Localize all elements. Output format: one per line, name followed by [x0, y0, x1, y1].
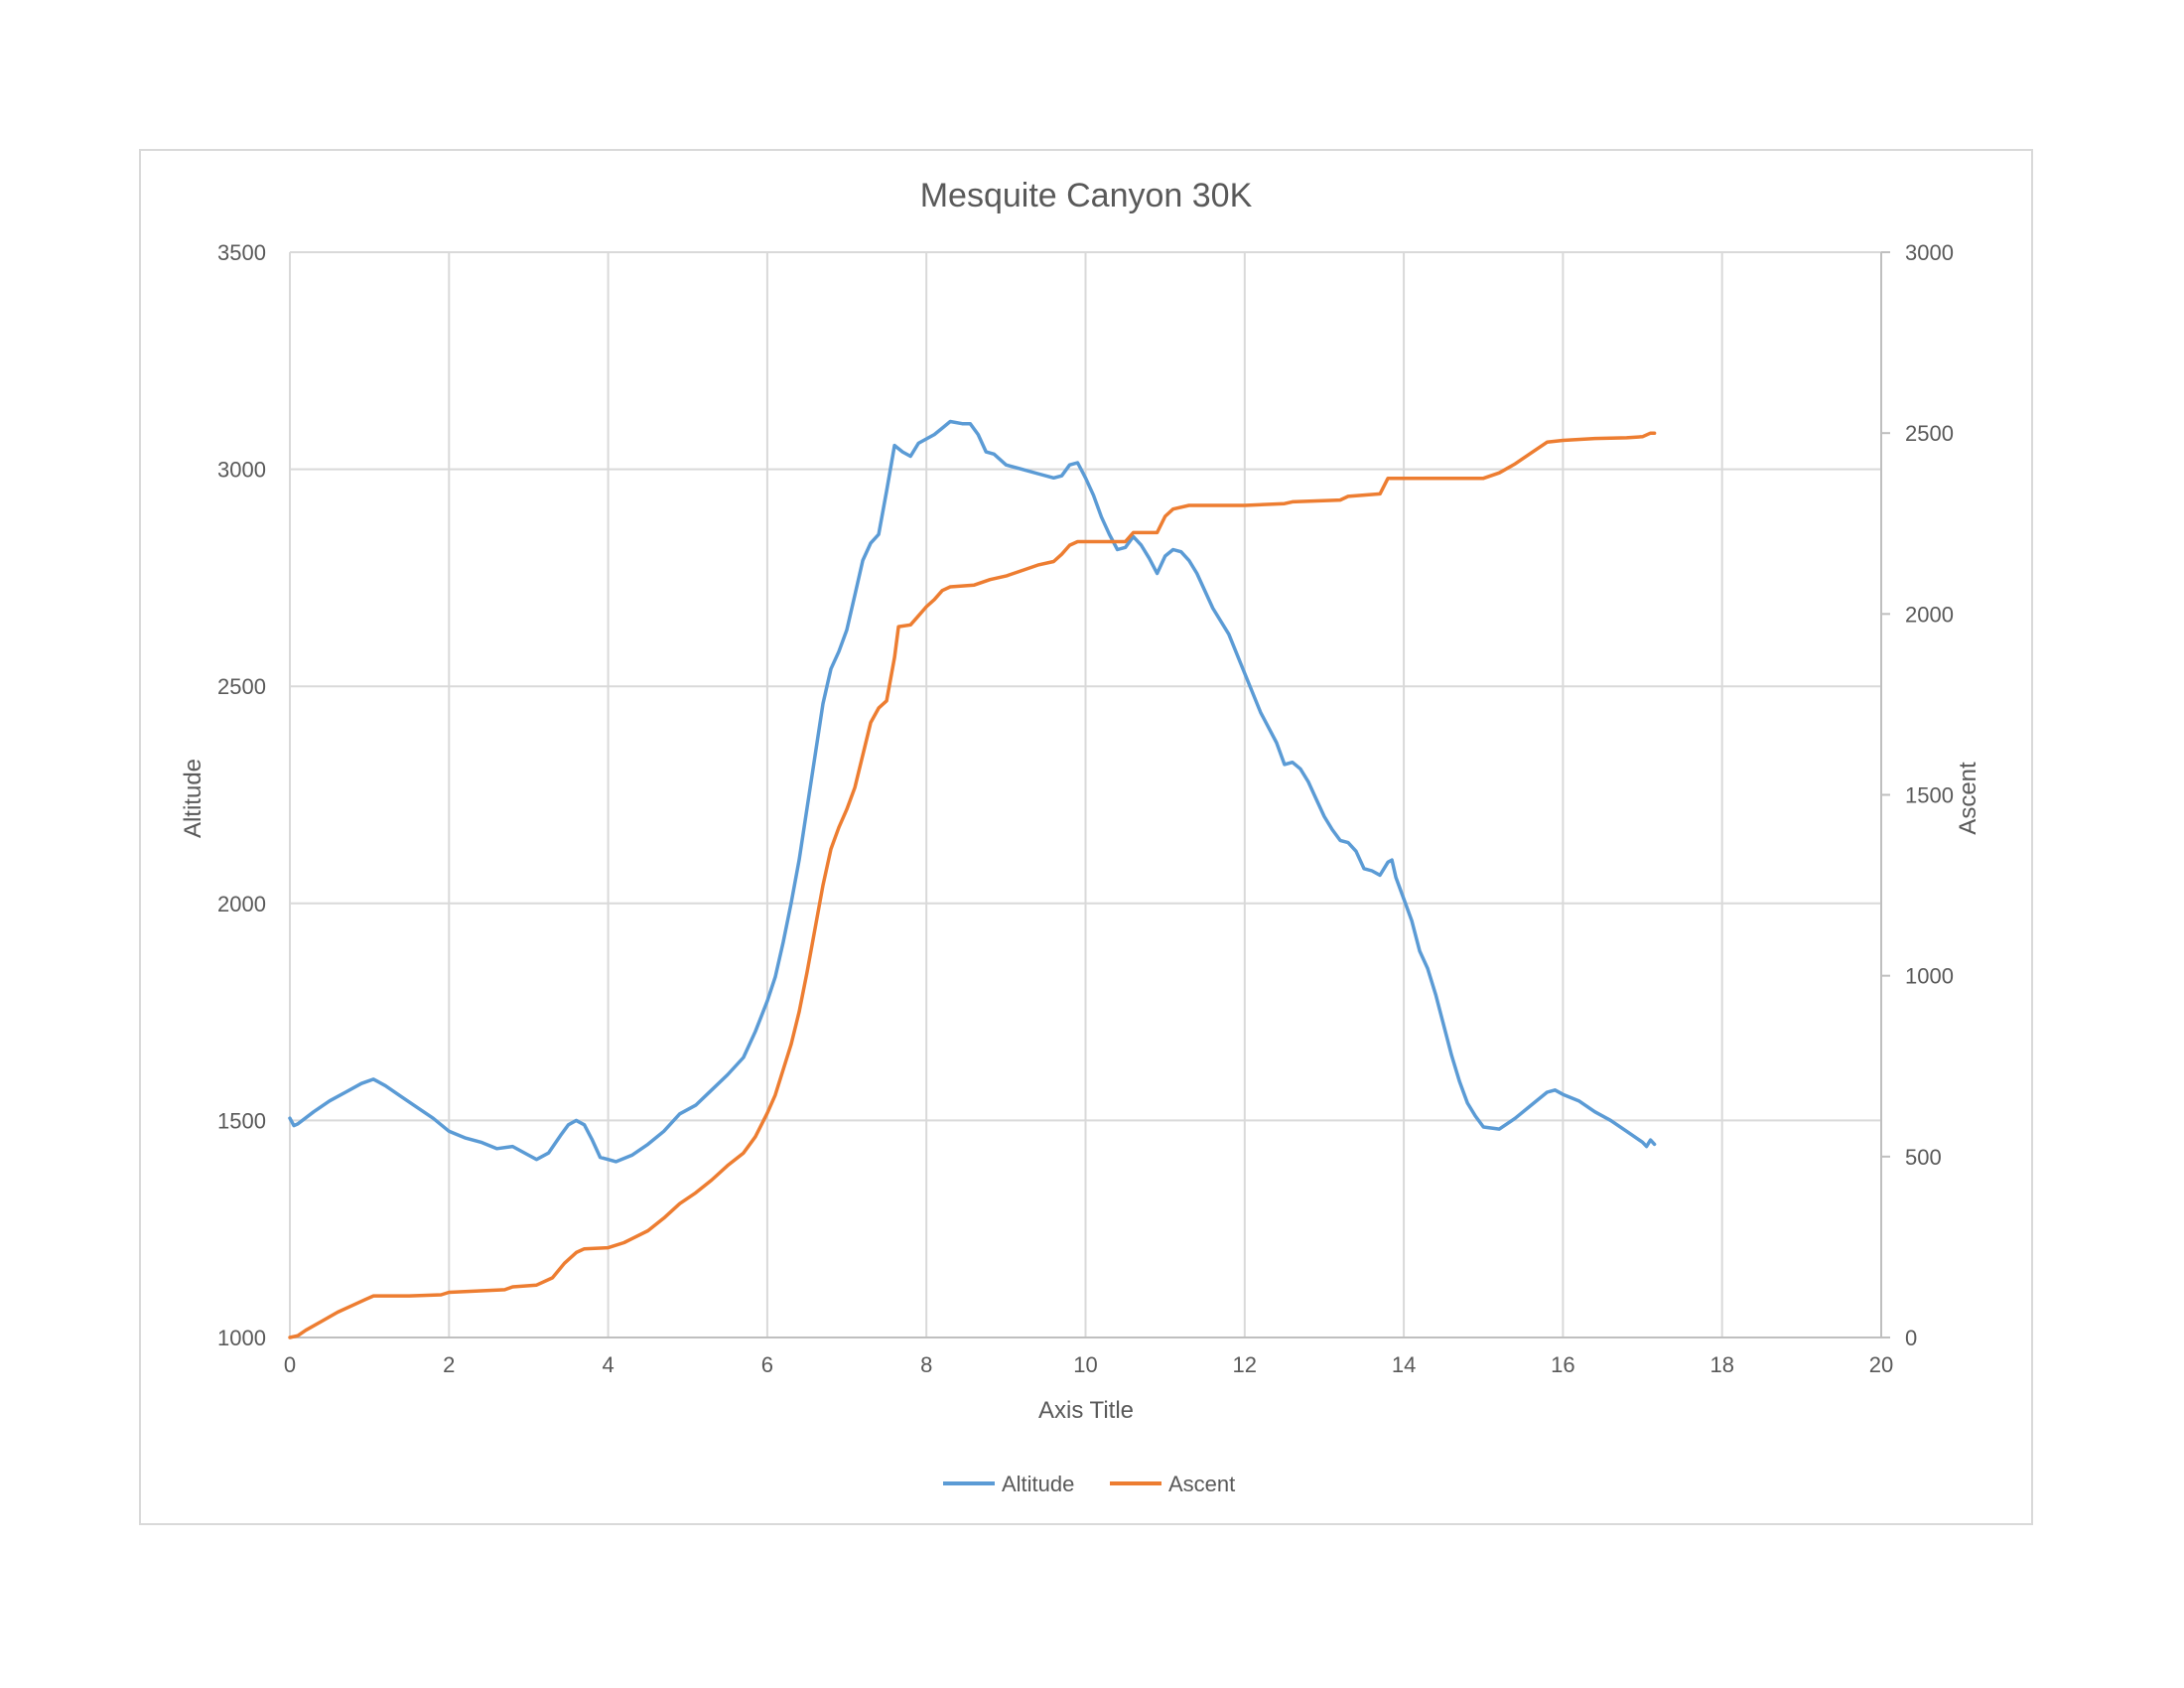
y2-tick-label-2: 1000 — [1905, 964, 1954, 989]
x-tick-label-1: 2 — [443, 1352, 455, 1377]
y2-axis-label: Ascent — [1955, 762, 1981, 835]
y2-tick-label-5: 2500 — [1905, 421, 1954, 446]
y-tick-label-3: 2500 — [217, 674, 266, 699]
x-axis-label: Axis Title — [1038, 1397, 1134, 1424]
legend-label-ascent: Ascent — [1168, 1472, 1235, 1496]
chart-title: Mesquite Canyon 30K — [920, 177, 1253, 214]
y2-tick-label-3: 1500 — [1905, 783, 1954, 808]
legend-label-altitude: Altitude — [1002, 1472, 1074, 1496]
y-tick-label-4: 3000 — [217, 458, 266, 483]
x-tick-label-0: 0 — [284, 1352, 296, 1377]
series-line-ascent — [288, 431, 1657, 1339]
x-tick-label-4: 8 — [920, 1352, 932, 1377]
y2-tick-label-4: 2000 — [1905, 602, 1954, 627]
x-tick-label-2: 4 — [602, 1352, 614, 1377]
y2-axis-tick-labels: 0 500 1000 1500 2000 2500 3000 — [1905, 240, 1954, 1350]
y-tick-label-1: 1500 — [217, 1108, 266, 1133]
x-tick-label-8: 16 — [1551, 1352, 1574, 1377]
series-line-altitude — [288, 419, 1657, 1164]
horizontal-gridlines — [290, 251, 1881, 1338]
series-lines — [288, 419, 1657, 1339]
x-tick-label-9: 18 — [1709, 1352, 1733, 1377]
legend: Altitude Ascent — [943, 1472, 1235, 1496]
x-tick-label-5: 10 — [1073, 1352, 1097, 1377]
y2-tick-label-0: 0 — [1905, 1326, 1917, 1350]
y-axis-label: Altitude — [180, 759, 206, 838]
y-tick-label-0: 1000 — [217, 1326, 266, 1350]
x-tick-label-7: 14 — [1392, 1352, 1416, 1377]
y-tick-label-2: 2000 — [217, 892, 266, 916]
y-tick-label-5: 3500 — [217, 240, 266, 265]
x-tick-label-3: 6 — [761, 1352, 773, 1377]
y2-tick-label-6: 3000 — [1905, 240, 1954, 265]
y-axis-tick-labels: 1000 1500 2000 2500 3000 3500 — [217, 240, 266, 1350]
y2-tick-label-1: 500 — [1905, 1145, 1942, 1170]
x-tick-label-10: 20 — [1869, 1352, 1893, 1377]
x-axis-tick-labels: 0 2 4 6 8 10 12 14 16 18 20 — [284, 1352, 1893, 1377]
x-tick-label-6: 12 — [1233, 1352, 1257, 1377]
axes — [290, 251, 1890, 1338]
